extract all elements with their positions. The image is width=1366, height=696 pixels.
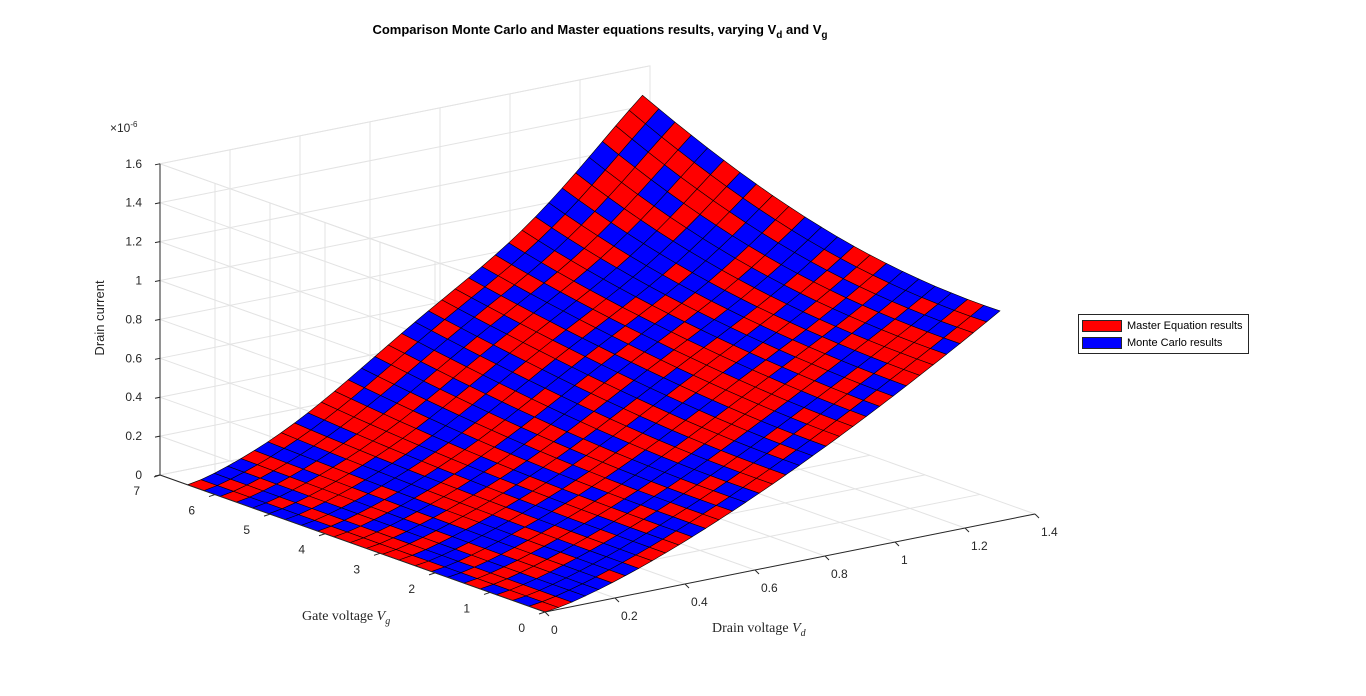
legend-swatch-red: [1082, 319, 1122, 332]
x-tick-label: 0.8: [831, 567, 848, 581]
legend-entry-master-equation: Master Equation results: [1082, 317, 1243, 334]
legend-label-monte-carlo: Monte Carlo results: [1127, 336, 1223, 349]
z-tick-label: 0.2: [125, 429, 142, 443]
x-tick-label: 0.2: [621, 609, 638, 623]
z-tick-label: 0.8: [125, 312, 142, 326]
z-tick-mark: [154, 357, 161, 360]
y-tick-label: 3: [353, 562, 360, 576]
z-tick-label: 1.2: [125, 235, 142, 249]
y-tick-label: 2: [408, 582, 415, 596]
x-axis-label: Drain voltage Vd: [712, 621, 807, 639]
chart-title: Comparison Monte Carlo and Master equati…: [372, 22, 828, 41]
x-tick-mark: [754, 569, 760, 575]
y-tick-label: 0: [518, 621, 525, 635]
x-tick-label: 0: [551, 623, 558, 637]
legend-entry-monte-carlo: Monte Carlo results: [1082, 334, 1243, 351]
z-tick-mark: [154, 163, 161, 166]
y-tick-mark: [483, 591, 491, 595]
z-tick-label: 0.6: [125, 351, 142, 365]
x-tick-mark: [614, 597, 620, 603]
x-tick-label: 1.2: [971, 539, 988, 553]
tick-labels: 0 0.2 0.4 0.6 0.8 1 1.2 1.4 0 1 2 3 4 5 6 7 0 0.2 0.4 0.6 0.…: [125, 157, 1058, 637]
z-tick-label: 1: [135, 274, 142, 288]
axis-labels: Drain voltage Vd Gate voltage Vg Drain c…: [92, 120, 807, 639]
y-tick-label: 1: [463, 601, 470, 615]
z-tick-label: 1.4: [125, 196, 142, 210]
x-tick-label: 0.6: [761, 581, 778, 595]
x-tick-mark: [964, 527, 970, 533]
x-tick-label: 1: [901, 553, 908, 567]
z-tick-label: 1.6: [125, 157, 142, 171]
y-tick-mark: [318, 533, 326, 537]
grid-z-back: [159, 65, 651, 165]
y-tick-mark: [263, 513, 271, 517]
y-axis-line: [159, 474, 546, 613]
z-tick-mark: [154, 396, 161, 399]
y-tick-mark: [373, 552, 381, 556]
y-tick-mark: [208, 494, 216, 498]
x-tick-mark: [824, 555, 830, 561]
z-tick-mark: [154, 474, 161, 477]
x-tick-mark: [894, 541, 900, 547]
y-tick-label: 5: [243, 523, 250, 537]
x-axis-line: [544, 513, 1036, 613]
z-exponent-label: ×10-6: [110, 120, 138, 135]
legend-label-master-equation: Master Equation results: [1127, 319, 1243, 332]
legend-swatch-blue: [1082, 336, 1122, 349]
z-tick-label: 0: [135, 468, 142, 482]
y-tick-label: 6: [188, 504, 195, 518]
surface: [186, 94, 1001, 613]
y-tick-label: 4: [298, 543, 305, 557]
x-tick-label: 1.4: [1041, 525, 1058, 539]
z-tick-mark: [154, 202, 161, 205]
z-tick-mark: [154, 435, 161, 438]
y-tick-label: 7: [133, 484, 140, 498]
grid-z-back: [159, 104, 651, 204]
grid-z-back: [159, 143, 651, 243]
y-tick-mark: [428, 572, 436, 576]
legend[interactable]: Master Equation results Monte Carlo resu…: [1078, 314, 1249, 354]
x-tick-label: 0.4: [691, 595, 708, 609]
z-tick-mark: [154, 280, 161, 283]
y-axis-label: Gate voltage Vg: [302, 609, 390, 627]
x-tick-mark: [684, 583, 690, 589]
z-tick-mark: [154, 318, 161, 321]
x-tick-mark: [1034, 513, 1040, 519]
z-tick-label: 0.4: [125, 390, 142, 404]
y-tick-mark: [538, 611, 546, 615]
z-tick-mark: [154, 241, 161, 244]
z-axis-label: Drain current: [92, 280, 107, 356]
x-tick-mark: [544, 611, 550, 617]
